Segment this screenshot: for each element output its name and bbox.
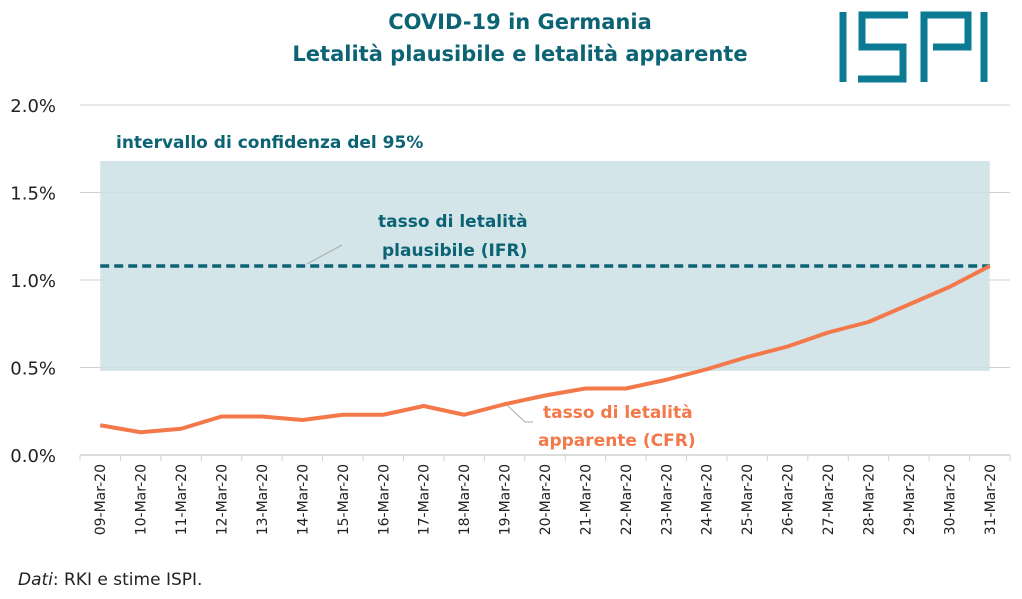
x-tick-label: 29-Mar-20	[902, 464, 918, 535]
ifr-label-line1: tasso di letalità	[378, 212, 528, 232]
chart-title-line1: COVID-19 in Germania	[388, 10, 652, 34]
x-tick-label: 13-Mar-20	[255, 464, 271, 535]
x-tick-label: 21-Mar-20	[578, 464, 594, 535]
x-tick-label: 24-Mar-20	[700, 464, 716, 535]
band-label: intervallo di confidenza del 95%	[116, 133, 423, 153]
x-tick-label: 27-Mar-20	[821, 464, 837, 535]
x-tick-label: 11-Mar-20	[174, 464, 190, 535]
ifr-leader-line	[306, 244, 343, 265]
y-tick-label: 2.0%	[10, 96, 56, 117]
x-tick-label: 20-Mar-20	[538, 464, 554, 535]
x-tick-label: 26-Mar-20	[781, 464, 797, 535]
x-tick-label: 22-Mar-20	[619, 464, 635, 535]
x-tick-label: 31-Mar-20	[983, 464, 999, 535]
x-tick-label: 15-Mar-20	[336, 464, 352, 535]
x-tick-label: 09-Mar-20	[93, 464, 109, 535]
source-note: Dati: RKI e stime ISPI.	[18, 570, 202, 590]
x-tick-label: 30-Mar-20	[942, 464, 958, 535]
y-tick-label: 1.5%	[10, 184, 56, 205]
ispi-logo	[839, 11, 988, 83]
x-tick-label: 25-Mar-20	[740, 464, 756, 535]
y-tick-label: 1.0%	[10, 271, 56, 292]
x-tick-label: 12-Mar-20	[215, 464, 231, 535]
ifr-label-line2: plausibile (IFR)	[382, 241, 527, 261]
cfr-label-line1: tasso di letalità	[543, 403, 693, 423]
chart-title-line2: Letalità plausibile e letalità apparente	[292, 42, 748, 66]
y-tick-label: 0.0%	[10, 446, 56, 467]
x-tick-label: 10-Mar-20	[134, 464, 150, 535]
x-tick-label: 14-Mar-20	[295, 464, 311, 535]
x-tick-label: 17-Mar-20	[417, 464, 433, 535]
cfr-label-line2: apparente (CFR)	[538, 431, 696, 451]
x-tick-label: 23-Mar-20	[659, 464, 675, 535]
source-text: : RKI e stime ISPI.	[52, 570, 203, 590]
x-tick-label: 16-Mar-20	[376, 464, 392, 535]
x-tick-label: 18-Mar-20	[457, 464, 473, 535]
y-tick-label: 0.5%	[10, 359, 56, 380]
cfr-leader-line	[507, 405, 526, 423]
source-prefix: Dati	[18, 570, 53, 590]
x-tick-label: 28-Mar-20	[861, 464, 877, 535]
x-tick-label: 19-Mar-20	[498, 464, 514, 535]
